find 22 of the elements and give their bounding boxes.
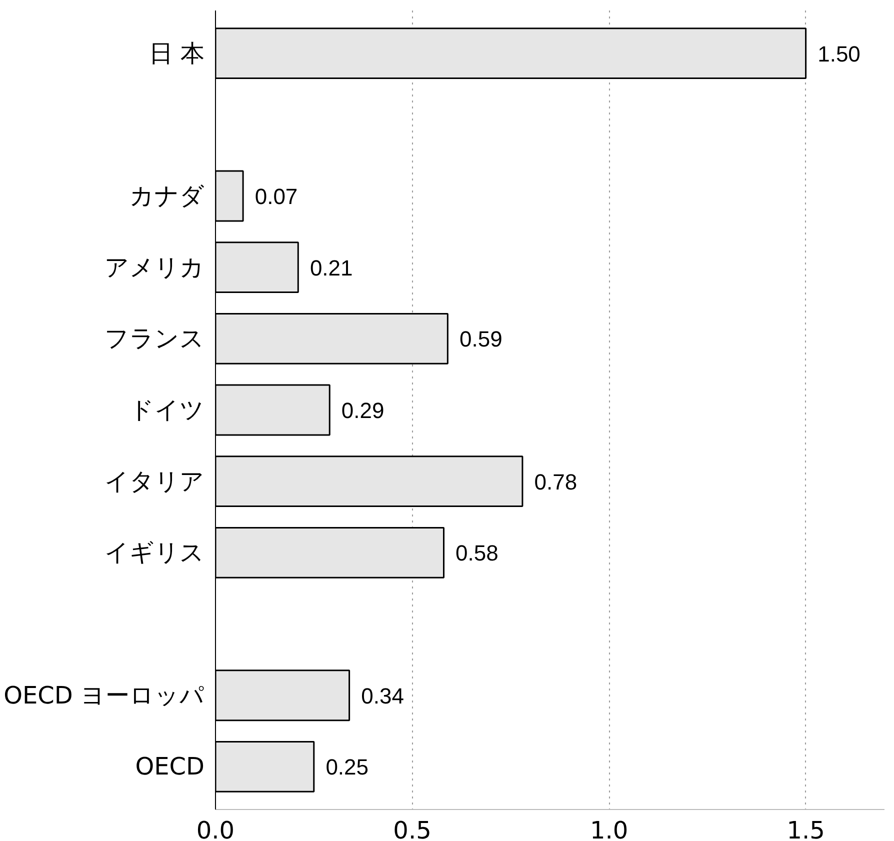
x-tick-label: 0.0 — [196, 816, 235, 841]
y-tick-label: ドイツ — [130, 396, 204, 424]
y-tick-label: 日 本 — [148, 39, 205, 68]
y-tick-label: フランス — [104, 324, 204, 353]
x-tick-label: 1.0 — [590, 816, 628, 841]
y-tick-label: OECD ヨーロッパ — [4, 681, 204, 710]
x-tick-label: 0.5 — [393, 816, 432, 841]
data-label: 0.58 — [456, 540, 498, 566]
data-label: 0.34 — [361, 683, 404, 708]
data-label: 0.29 — [341, 398, 384, 423]
y-tick-label: OECD — [135, 752, 205, 781]
data-label: 0.07 — [254, 184, 298, 209]
data-label: 0.21 — [310, 255, 353, 280]
x-tick-label: 1.5 — [786, 816, 825, 841]
y-tick-label: イタリア — [104, 467, 204, 496]
data-label: 0.25 — [326, 754, 369, 780]
data-label: 0.59 — [459, 326, 502, 352]
y-tick-label: カナダ — [130, 182, 204, 210]
y-tick-label: イギリス — [104, 538, 204, 567]
data-label: 1.50 — [818, 41, 860, 66]
data-label: 0.78 — [534, 469, 578, 494]
y-tick-label: アメリカ — [104, 253, 204, 282]
